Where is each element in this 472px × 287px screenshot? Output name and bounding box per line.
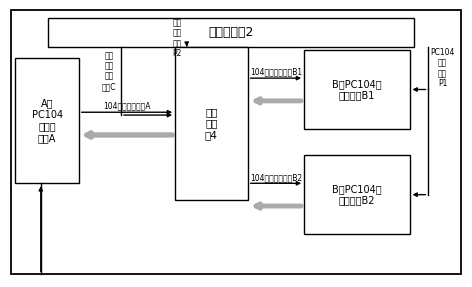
Text: 模拟
开关
组4: 模拟 开关 组4 bbox=[205, 107, 218, 140]
Text: B组PC104总
线连接器B1: B组PC104总 线连接器B1 bbox=[332, 79, 382, 100]
Bar bbox=[304, 155, 410, 234]
Text: 104总线有效信号B2: 104总线有效信号B2 bbox=[250, 173, 302, 182]
Text: 104总线有效信号A: 104总线有效信号A bbox=[103, 102, 151, 111]
Text: 模拟
开关
供电
P2: 模拟 开关 供电 P2 bbox=[173, 18, 182, 59]
Text: 模拟
开关
控制
信号C: 模拟 开关 控制 信号C bbox=[102, 51, 117, 91]
Text: PC104
总线
供电
P1: PC104 总线 供电 P1 bbox=[430, 48, 455, 88]
Bar bbox=[175, 47, 248, 200]
Text: 104总线有效信号B1: 104总线有效信号B1 bbox=[250, 68, 302, 77]
Bar bbox=[16, 58, 79, 183]
Bar bbox=[304, 50, 410, 129]
Bar bbox=[48, 18, 414, 47]
Text: A组
PC104
总线连
接器A: A组 PC104 总线连 接器A bbox=[32, 98, 63, 143]
Text: B组PC104总
线连接器B2: B组PC104总 线连接器B2 bbox=[332, 184, 382, 205]
Text: 对外连接器2: 对外连接器2 bbox=[209, 26, 254, 39]
